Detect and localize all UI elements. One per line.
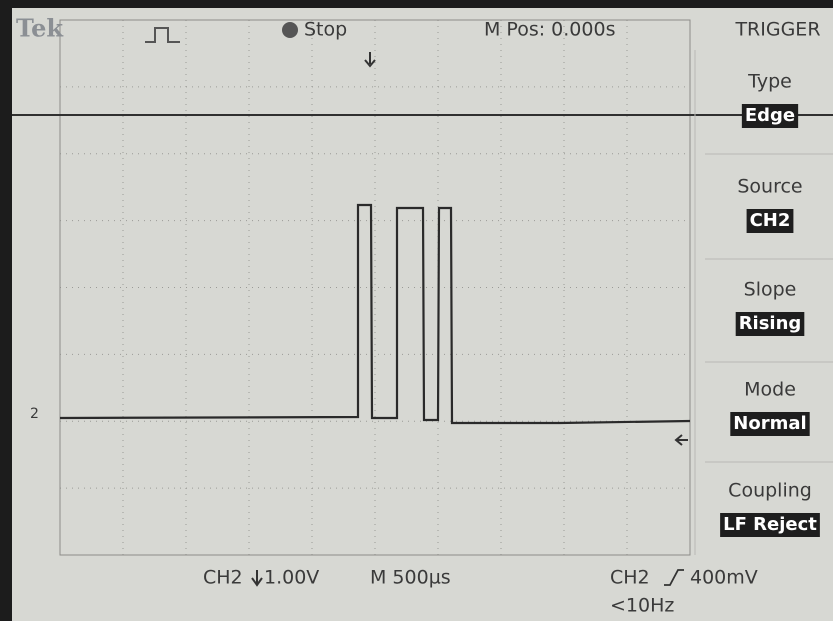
menu-value: Rising <box>739 313 802 334</box>
menu-title: TRIGGER <box>734 19 820 41</box>
menu-label: Coupling <box>728 480 812 502</box>
oscilloscope-screen: Tek Stop M Pos: 0.000s TRIGGER 2 Type Edg… <box>0 0 833 621</box>
run-indicator <box>282 22 298 38</box>
channel-marker: 2 <box>30 406 39 422</box>
timebase: M 500µs <box>370 567 451 589</box>
menu-label: Mode <box>744 379 796 401</box>
vertical-scale: 1.00V <box>264 567 319 589</box>
trigger-level: 400mV <box>690 567 758 589</box>
menu-value: CH2 <box>750 210 791 231</box>
menu-label: Type <box>747 71 792 93</box>
trigger-source: CH2 <box>610 567 650 589</box>
channel-name: CH2 <box>203 567 243 589</box>
horizontal-position: M Pos: 0.000s <box>484 19 615 41</box>
menu-value: LF Reject <box>723 514 817 535</box>
trigger-frequency: <10Hz <box>610 595 674 617</box>
menu-value: Edge <box>745 105 795 126</box>
menu-value: Normal <box>733 413 806 434</box>
menu-label: Slope <box>744 279 797 301</box>
menu-label: Source <box>737 176 802 198</box>
brand: Tek <box>16 14 64 43</box>
run-status: Stop <box>304 19 347 41</box>
